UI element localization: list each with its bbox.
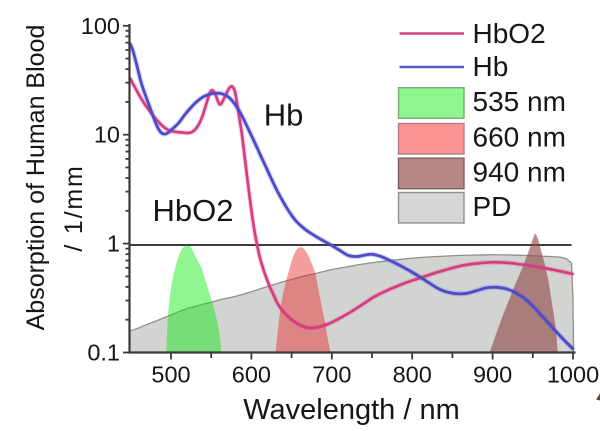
svg-text:HbO2: HbO2	[153, 193, 234, 228]
svg-text:Absorption of Human Blood: Absorption of Human Blood	[22, 25, 50, 331]
svg-text:Hb: Hb	[473, 51, 509, 82]
svg-text:HbO2: HbO2	[473, 18, 546, 49]
svg-text:100: 100	[81, 13, 120, 39]
svg-text:Hb: Hb	[264, 98, 304, 133]
svg-text:500: 500	[151, 362, 190, 388]
svg-text:10: 10	[94, 122, 120, 148]
svg-text:PD: PD	[473, 191, 512, 222]
svg-text:1: 1	[107, 231, 120, 257]
svg-text:700: 700	[312, 362, 351, 388]
svg-text:940 nm: 940 nm	[473, 157, 566, 188]
svg-text:535 nm: 535 nm	[473, 86, 566, 117]
svg-text:/ 1/mm: / 1/mm	[60, 164, 88, 251]
svg-text:660 nm: 660 nm	[473, 122, 566, 153]
svg-text:900: 900	[473, 362, 512, 388]
svg-text:Wavelength / nm: Wavelength / nm	[243, 394, 460, 426]
svg-text:800: 800	[393, 362, 432, 388]
svg-text:1000: 1000	[547, 362, 599, 388]
svg-text:600: 600	[232, 362, 271, 388]
svg-text:0.1: 0.1	[87, 340, 120, 366]
